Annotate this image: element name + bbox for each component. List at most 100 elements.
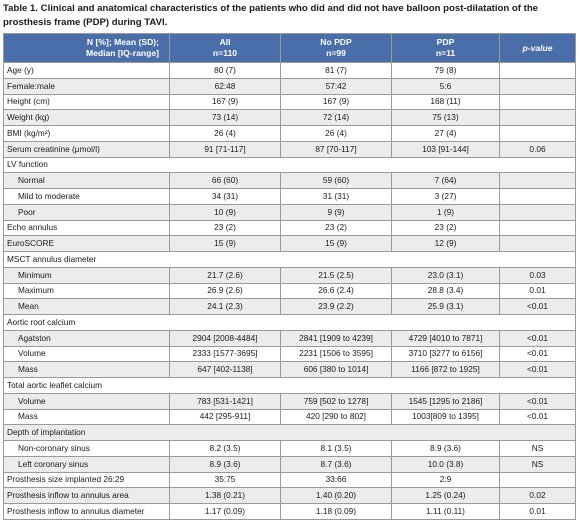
cell-pdp: 25.9 (3.1): [391, 298, 500, 315]
row-label: Prosthesis inflow to annulus area: [3, 487, 170, 504]
cell-no-pdp: 81 (7): [280, 62, 392, 79]
cell-p-value: <0.01: [499, 329, 576, 347]
cell-pdp: 12 (9): [391, 235, 500, 252]
cell-no-pdp: 87 [70-117]: [280, 140, 392, 158]
header-row: N [%]; Mean (SD); Median [IQ-range] All …: [3, 33, 576, 63]
section-label: LV function: [3, 156, 170, 174]
cell-p-value: [499, 172, 576, 189]
section-label: Aortic root calcium: [3, 314, 170, 331]
section-row: LV function: [3, 156, 576, 174]
cell-no-pdp: 72 (14): [280, 109, 392, 126]
cell-no-pdp: 606 [380 to 1014]: [280, 361, 392, 378]
section-row: MSCT annulus diameter: [3, 251, 576, 268]
cell-p-value: [499, 109, 576, 126]
row-label: Mass: [3, 408, 170, 426]
cell-no-pdp: 15 (9): [280, 235, 392, 252]
cell-no-pdp: 57:42: [280, 77, 392, 95]
row-label: Poor: [3, 203, 170, 221]
table-row: Normal 66 (60) 59 (60) 7 (64): [3, 172, 576, 189]
cell-all: 442 [295-911]: [169, 408, 281, 426]
cell-no-pdp: 23 (2): [280, 219, 392, 237]
cell-p-value: 0.01: [499, 503, 576, 520]
cell-p-value: [499, 235, 576, 252]
row-label: Volume: [3, 392, 170, 410]
cell-pdp: 28.8 (3.4): [391, 282, 500, 300]
header-stat-column: N [%]; Mean (SD); Median [IQ-range]: [3, 33, 170, 63]
row-label: Maximum: [3, 282, 170, 300]
cell-p-value: [499, 62, 576, 79]
cell-p-value: [499, 125, 576, 142]
header-pdp-line1: PDP: [436, 37, 455, 47]
header-all-line1: All: [219, 37, 231, 47]
row-label: Mild to moderate: [3, 188, 170, 205]
header-pdp-column: PDP n=11: [391, 33, 500, 63]
cell-p-value: <0.01: [499, 345, 576, 363]
table-row: Prosthesis inflow to annulus diameter 1.1…: [3, 503, 576, 520]
cell-pdp: 75 (13): [391, 109, 500, 126]
cell-p-value: 0.06: [499, 140, 576, 158]
table-row: Mass 647 [402-1138] 606 [380 to 1014] 1166 …: [3, 361, 576, 378]
row-label: Minimum: [3, 266, 170, 284]
cell-no-pdp: 167 (9): [280, 93, 392, 111]
cell-all: 15 (9): [169, 235, 281, 252]
row-label: Prosthesis inflow to annulus diameter: [3, 503, 170, 520]
table-row: EuroSCORE 15 (9) 15 (9) 12 (9): [3, 235, 576, 252]
cell-all: 80 (7): [169, 62, 281, 79]
cell-p-value: <0.01: [499, 408, 576, 426]
cell-p-value: 0.02: [499, 487, 576, 504]
table-row: Poor 10 (9) 9 (9) 1 (9): [3, 203, 576, 221]
row-label: BMI (kg/m²): [3, 125, 170, 142]
table-row: Echo annulus 23 (2) 23 (2) 23 (2): [3, 219, 576, 237]
cell-pdp: 23 (2): [391, 219, 500, 237]
cell-pdp: 168 (11): [391, 93, 500, 111]
cell-p-value: 0.01: [499, 282, 576, 300]
cell-p-value: <0.01: [499, 298, 576, 315]
cell-all: 35:75: [169, 471, 281, 489]
table-row: Prosthesis inflow to annulus area 1.38 (0…: [3, 487, 576, 504]
row-label: Prosthesis size implanted 26:29: [3, 471, 170, 489]
cell-pdp: 3710 [3277 to 6156]: [391, 345, 500, 363]
cell-p-value: <0.01: [499, 392, 576, 410]
cell-no-pdp: 26 (4): [280, 125, 392, 142]
cell-all: 1.17 (0.09): [169, 503, 281, 520]
section-filler: [169, 156, 576, 174]
cell-pdp: 5:6: [391, 77, 500, 95]
cell-all: 66 (60): [169, 172, 281, 189]
cell-all: 91 [71-117]: [169, 140, 281, 158]
cell-no-pdp: 21.5 (2.5): [280, 266, 392, 284]
table-row: Female:male 62:48 57:42 5:6: [3, 77, 576, 95]
cell-p-value: 0.03: [499, 266, 576, 284]
table-row: Prosthesis size implanted 26:29 35:75 33:6…: [3, 471, 576, 489]
cell-all: 26.9 (2.6): [169, 282, 281, 300]
cell-p-value: NS: [499, 440, 576, 457]
cell-all: 8.9 (3.6): [169, 455, 281, 473]
cell-p-value: [499, 77, 576, 95]
row-label: Non-coronary sinus: [3, 440, 170, 457]
table-row: Volume 783 [531-1421] 759 [502 to 1278] 154…: [3, 392, 576, 410]
cell-no-pdp: 26.6 (2.4): [280, 282, 392, 300]
section-label: MSCT annulus diameter: [3, 251, 170, 268]
cell-pdp: 10.0 (3.8): [391, 455, 500, 473]
table-row: BMI (kg/m²) 26 (4) 26 (4) 27 (4): [3, 125, 576, 142]
cell-no-pdp: 31 (31): [280, 188, 392, 205]
cell-pdp: 7 (64): [391, 172, 500, 189]
section-row: Depth of implantation: [3, 424, 576, 441]
cell-all: 24.1 (2.3): [169, 298, 281, 315]
cell-no-pdp: 59 (60): [280, 172, 392, 189]
row-label: Mass: [3, 361, 170, 378]
cell-no-pdp: 2841 [1909 to 4239]: [280, 329, 392, 347]
row-label: Age (y): [3, 62, 170, 79]
cell-no-pdp: 33:66: [280, 471, 392, 489]
table-row: Agatston 2904 [2008-4484] 2841 [1909 to 42…: [3, 329, 576, 347]
cell-no-pdp: 420 [290 to 802]: [280, 408, 392, 426]
cell-all: 26 (4): [169, 125, 281, 142]
table-caption: Table 1. Clinical and anatomical charact…: [3, 3, 539, 28]
row-label: Volume: [3, 345, 170, 363]
cell-all: 73 (14): [169, 109, 281, 126]
cell-p-value: [499, 203, 576, 221]
cell-no-pdp: 1.18 (0.09): [280, 503, 392, 520]
header-p-value-column: p-value: [499, 33, 576, 63]
cell-all: 8.2 (3.5): [169, 440, 281, 457]
row-label: Female:male: [3, 77, 170, 95]
cell-all: 21.7 (2.6): [169, 266, 281, 284]
